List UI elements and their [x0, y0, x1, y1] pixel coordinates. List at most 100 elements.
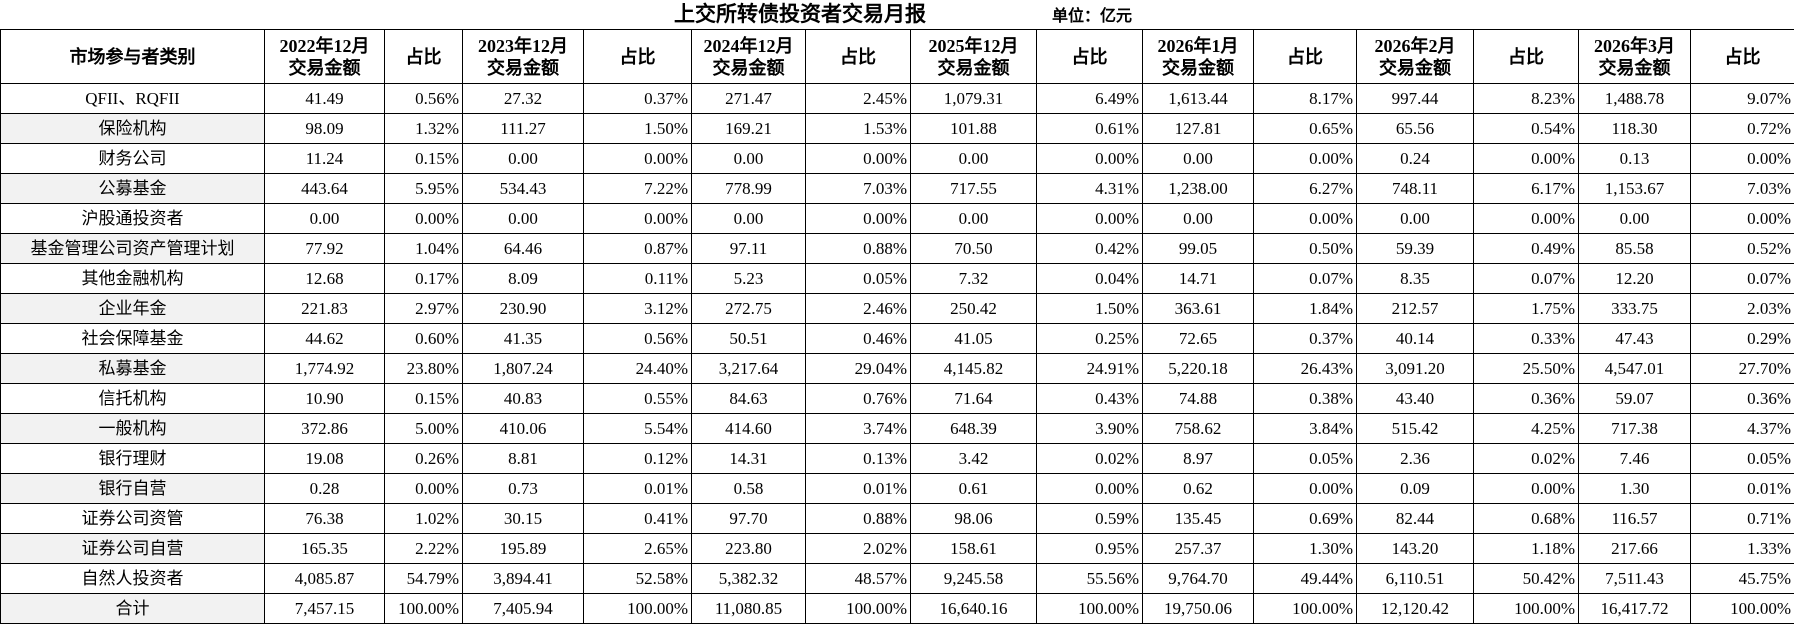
category-cell: 银行自营 — [1, 474, 265, 504]
amount-cell: 41.35 — [463, 324, 584, 354]
amount-cell: 997.44 — [1357, 84, 1474, 114]
amount-cell: 8.35 — [1357, 264, 1474, 294]
share-cell: 54.79% — [385, 564, 463, 594]
share-cell: 0.02% — [1474, 444, 1579, 474]
amount-cell: 0.00 — [463, 144, 584, 174]
share-cell: 0.05% — [806, 264, 911, 294]
share-cell: 5.54% — [584, 414, 692, 444]
share-cell: 0.05% — [1691, 444, 1794, 474]
header-cell: 占比 — [385, 30, 463, 84]
share-cell: 27.70% — [1691, 354, 1794, 384]
amount-cell: 30.15 — [463, 504, 584, 534]
amount-cell: 717.38 — [1579, 414, 1691, 444]
share-cell: 26.43% — [1254, 354, 1357, 384]
share-cell: 1.50% — [1037, 294, 1143, 324]
amount-cell: 76.38 — [265, 504, 385, 534]
amount-cell: 12,120.42 — [1357, 594, 1474, 624]
amount-cell: 3,091.20 — [1357, 354, 1474, 384]
header-cell: 2025年12月交易金额 — [911, 30, 1037, 84]
share-cell: 29.04% — [806, 354, 911, 384]
amount-cell: 3,217.64 — [692, 354, 806, 384]
share-cell: 0.43% — [1037, 384, 1143, 414]
share-cell: 3.12% — [584, 294, 692, 324]
amount-cell: 12.20 — [1579, 264, 1691, 294]
amount-cell: 72.65 — [1143, 324, 1254, 354]
header-cell: 占比 — [1254, 30, 1357, 84]
share-cell: 0.56% — [385, 84, 463, 114]
amount-cell: 11.24 — [265, 144, 385, 174]
share-cell: 0.11% — [584, 264, 692, 294]
amount-cell: 1,488.78 — [1579, 84, 1691, 114]
amount-cell: 59.07 — [1579, 384, 1691, 414]
share-cell: 0.36% — [1474, 384, 1579, 414]
amount-cell: 363.61 — [1143, 294, 1254, 324]
amount-cell: 41.49 — [265, 84, 385, 114]
share-cell: 24.40% — [584, 354, 692, 384]
amount-cell: 14.31 — [692, 444, 806, 474]
amount-cell: 778.99 — [692, 174, 806, 204]
amount-cell: 3.42 — [911, 444, 1037, 474]
amount-cell: 410.06 — [463, 414, 584, 444]
share-cell: 0.69% — [1254, 504, 1357, 534]
share-cell: 1.53% — [806, 114, 911, 144]
share-cell: 100.00% — [1037, 594, 1143, 624]
amount-cell: 443.64 — [265, 174, 385, 204]
amount-cell: 7,405.94 — [463, 594, 584, 624]
share-cell: 0.49% — [1474, 234, 1579, 264]
share-cell: 2.45% — [806, 84, 911, 114]
header-bar: 上交所转债投资者交易月报 单位：亿元 — [0, 0, 1794, 29]
share-cell: 0.15% — [385, 144, 463, 174]
share-cell: 0.87% — [584, 234, 692, 264]
amount-cell: 169.21 — [692, 114, 806, 144]
amount-cell: 0.00 — [1357, 204, 1474, 234]
amount-cell: 0.62 — [1143, 474, 1254, 504]
share-cell: 25.50% — [1474, 354, 1579, 384]
header-line: 交易金额 — [1579, 57, 1690, 79]
amount-cell: 272.75 — [692, 294, 806, 324]
amount-cell: 47.43 — [1579, 324, 1691, 354]
amount-cell: 0.09 — [1357, 474, 1474, 504]
category-cell: 基金管理公司资产管理计划 — [1, 234, 265, 264]
share-cell: 100.00% — [1254, 594, 1357, 624]
share-cell: 6.49% — [1037, 84, 1143, 114]
share-cell: 52.58% — [584, 564, 692, 594]
category-cell: QFII、RQFII — [1, 84, 265, 114]
amount-cell: 8.97 — [1143, 444, 1254, 474]
share-cell: 0.95% — [1037, 534, 1143, 564]
share-cell: 0.76% — [806, 384, 911, 414]
share-cell: 0.36% — [1691, 384, 1794, 414]
category-cell: 证券公司资管 — [1, 504, 265, 534]
amount-cell: 1,153.67 — [1579, 174, 1691, 204]
share-cell: 0.88% — [806, 234, 911, 264]
amount-cell: 257.37 — [1143, 534, 1254, 564]
amount-cell: 4,547.01 — [1579, 354, 1691, 384]
share-cell: 100.00% — [1474, 594, 1579, 624]
amount-cell: 9,764.70 — [1143, 564, 1254, 594]
share-cell: 6.27% — [1254, 174, 1357, 204]
amount-cell: 230.90 — [463, 294, 584, 324]
amount-cell: 158.61 — [911, 534, 1037, 564]
share-cell: 0.72% — [1691, 114, 1794, 144]
share-cell: 23.80% — [385, 354, 463, 384]
amount-cell: 0.28 — [265, 474, 385, 504]
amount-cell: 0.00 — [1143, 204, 1254, 234]
amount-cell: 221.83 — [265, 294, 385, 324]
share-cell: 1.50% — [584, 114, 692, 144]
amount-cell: 0.58 — [692, 474, 806, 504]
amount-cell: 0.00 — [911, 204, 1037, 234]
share-cell: 2.46% — [806, 294, 911, 324]
header-line: 交易金额 — [1357, 57, 1473, 79]
amount-cell: 27.32 — [463, 84, 584, 114]
share-cell: 1.75% — [1474, 294, 1579, 324]
amount-cell: 0.00 — [692, 204, 806, 234]
amount-cell: 84.63 — [692, 384, 806, 414]
